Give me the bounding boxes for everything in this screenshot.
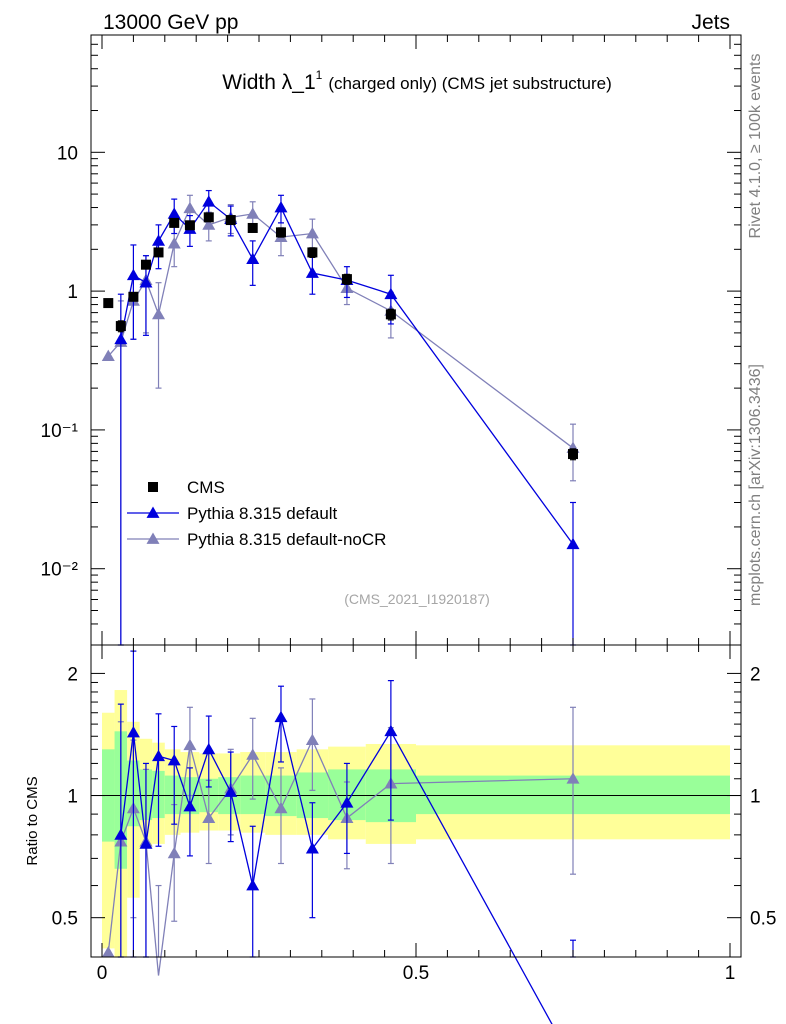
- cms-point: [307, 247, 318, 258]
- legend-nocr-marker: [146, 532, 160, 544]
- ratio-default-point: [114, 828, 128, 840]
- main-default-point: [152, 234, 166, 246]
- main-default-point: [305, 266, 319, 278]
- main-default-point: [384, 287, 398, 300]
- cms-point: [203, 212, 214, 223]
- cms-point: [247, 222, 258, 233]
- cms-point: [341, 274, 352, 285]
- ratio-default-point: [183, 799, 197, 812]
- main-default-point: [139, 276, 153, 288]
- ratio-nocr-point: [167, 846, 181, 859]
- main-nocr-point: [183, 201, 197, 214]
- cms-point: [225, 215, 236, 226]
- watermark: (CMS_2021_I1920187): [344, 591, 490, 607]
- legend-cms-marker: [148, 482, 158, 492]
- main-nocr-point: [305, 227, 319, 239]
- y-tick-label-1: 1: [67, 282, 78, 303]
- ratio-y-tick-label-left: 0.5: [52, 909, 78, 930]
- ratio-nocr-point: [305, 733, 319, 745]
- ratio-default-point: [167, 754, 181, 766]
- cms-point: [103, 298, 114, 309]
- ratio-default-point: [224, 785, 238, 797]
- cms-point: [385, 309, 396, 320]
- main-default-point: [167, 207, 181, 219]
- ratio-default-point: [274, 710, 288, 723]
- main-default-point: [274, 201, 288, 213]
- main-nocr-point: [152, 307, 166, 320]
- ratio-default-point: [139, 837, 153, 849]
- x-tick-label: 1: [725, 963, 736, 984]
- cms-point: [568, 449, 578, 460]
- cms-point: [140, 259, 151, 270]
- title-suffix: (charged only) (CMS jet substructure): [328, 74, 611, 93]
- ratio-nocr-point: [274, 801, 288, 814]
- cms-point: [115, 321, 126, 332]
- main-plot-title: Width λ_11 (charged only) (CMS jet substr…: [222, 68, 612, 94]
- main-default-line: [120, 200, 574, 545]
- ratio-y-tick-label-right: 2: [750, 664, 761, 685]
- rivet-version-label: Rivet 4.1.0, ≥ 100k events: [747, 54, 764, 239]
- ratio-nocr-point: [246, 748, 260, 760]
- main-default-point: [126, 268, 140, 281]
- ratio-y-tick-label-left: 2: [67, 664, 78, 685]
- ratio-plot-data: [101, 650, 580, 1024]
- y-tick-label-10: 10: [57, 143, 78, 164]
- ratio-y-axis-label: Ratio to CMS: [24, 776, 41, 865]
- ratio-default-point: [126, 726, 140, 738]
- legend-label: CMS: [187, 478, 225, 497]
- ratio-y-tick-label-right: 1: [750, 787, 761, 808]
- main-nocr-point: [101, 349, 115, 362]
- legend-default-marker: [146, 506, 160, 518]
- ratio-y-tick-label-left: 1: [67, 787, 78, 808]
- cms-point: [169, 217, 180, 228]
- x-tick-label: 0.5: [403, 963, 429, 984]
- plot-frames: 10 1 10⁻¹ 10⁻² 2 2 1 1 0.5 0.5 0 0.5 1: [41, 34, 776, 984]
- main-nocr-point: [167, 237, 181, 249]
- ratio-default-point: [246, 879, 260, 891]
- title-superscript: 1: [316, 68, 323, 82]
- ratio-band-inner: [164, 775, 181, 815]
- ratio-default-line: [120, 717, 553, 1024]
- legend: CMS Pythia 8.315 default Pythia 8.315 defa…: [127, 478, 386, 549]
- y-tick-label-0.01: 10⁻²: [41, 560, 79, 581]
- main-nocr-point: [202, 218, 216, 230]
- ratio-default-point: [152, 749, 166, 762]
- category-label: Jets: [691, 11, 730, 34]
- main-default-point: [202, 195, 216, 207]
- energy-label: 13000 GeV pp: [103, 11, 238, 34]
- ratio-frame: [90, 644, 742, 958]
- main-default-point: [246, 252, 260, 264]
- mcplots-source-label: mcplots.cern.ch [arXiv:1306.3436]: [747, 364, 764, 606]
- cms-point: [128, 291, 139, 302]
- ratio-nocr-point: [202, 811, 216, 823]
- main-default-point: [114, 332, 128, 345]
- cms-point: [184, 220, 195, 231]
- ratio-nocr-point: [566, 772, 580, 784]
- ratio-y-tick-label-right: 0.5: [750, 909, 776, 930]
- ratio-default-point: [305, 842, 319, 854]
- legend-label: Pythia 8.315 default: [187, 504, 338, 523]
- main-frame: [90, 34, 742, 646]
- ratio-nocr-point: [101, 946, 115, 958]
- ratio-default-point: [384, 724, 398, 737]
- ratio-nocr-point: [183, 738, 197, 751]
- ratio-default-point: [202, 742, 216, 755]
- main-nocr-point: [246, 207, 260, 219]
- main-plot-data: [101, 189, 580, 646]
- cms-point: [153, 247, 164, 258]
- title-main: Width λ_1: [222, 71, 315, 94]
- cms-point: [275, 227, 286, 238]
- main-default-point: [566, 537, 580, 550]
- ratio-plot-area: [91, 690, 741, 957]
- legend-label: Pythia 8.315 default-noCR: [187, 530, 386, 549]
- x-tick-label: 0: [97, 963, 108, 984]
- ratio-default-point: [340, 796, 354, 808]
- y-tick-label-0.1: 10⁻¹: [41, 421, 79, 442]
